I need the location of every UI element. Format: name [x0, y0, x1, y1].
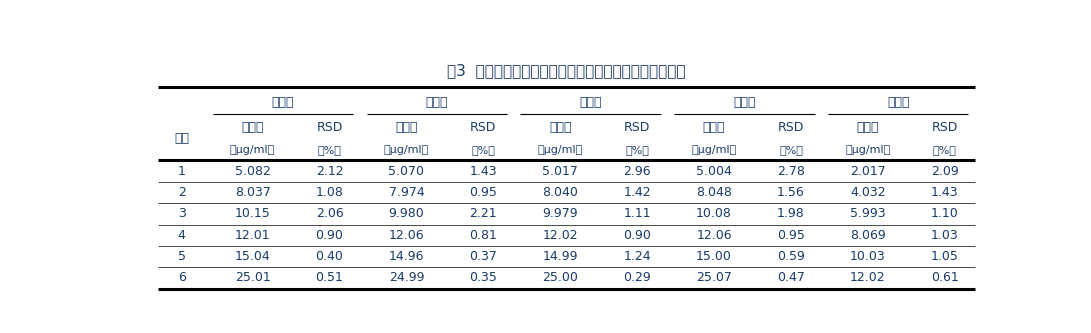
Text: 0.95: 0.95	[469, 186, 497, 199]
Text: （μg/ml）: （μg/ml）	[692, 145, 736, 155]
Text: 5.070: 5.070	[388, 165, 424, 178]
Text: 14.99: 14.99	[542, 250, 578, 263]
Text: RSD: RSD	[470, 121, 496, 134]
Text: 1.08: 1.08	[315, 186, 344, 199]
Text: 1: 1	[178, 165, 185, 178]
Text: 2.09: 2.09	[931, 165, 959, 178]
Text: 15.00: 15.00	[696, 250, 732, 263]
Text: 山梨酸: 山梨酸	[425, 96, 448, 109]
Text: 25.01: 25.01	[235, 271, 271, 284]
Text: 0.95: 0.95	[777, 229, 805, 242]
Text: 7.974: 7.974	[388, 186, 424, 199]
Text: 1.03: 1.03	[931, 229, 959, 242]
Text: 5.993: 5.993	[850, 207, 886, 220]
Text: 0.90: 0.90	[623, 229, 651, 242]
Text: 24.99: 24.99	[388, 271, 424, 284]
Text: 2.06: 2.06	[315, 207, 344, 220]
Text: 1.98: 1.98	[777, 207, 805, 220]
Text: 10.08: 10.08	[696, 207, 732, 220]
Text: （μg/ml）: （μg/ml）	[384, 145, 429, 155]
Text: 5: 5	[178, 250, 185, 263]
Text: 2.78: 2.78	[777, 165, 805, 178]
Text: 糖精钠: 糖精钠	[733, 96, 756, 109]
Text: 0.47: 0.47	[777, 271, 805, 284]
Text: 12.01: 12.01	[235, 229, 271, 242]
Text: （μg/ml）: （μg/ml）	[538, 145, 583, 155]
Text: 0.81: 0.81	[469, 229, 497, 242]
Text: 8.069: 8.069	[850, 229, 886, 242]
Text: 平均值: 平均值	[856, 121, 879, 134]
Text: 12.06: 12.06	[696, 229, 732, 242]
Text: 平均值: 平均值	[241, 121, 264, 134]
Text: 9.979: 9.979	[542, 207, 578, 220]
Text: 0.29: 0.29	[623, 271, 651, 284]
Text: 1.42: 1.42	[623, 186, 651, 199]
Text: RSD: RSD	[932, 121, 958, 134]
Text: 1.11: 1.11	[623, 207, 651, 220]
Text: 10.03: 10.03	[850, 250, 886, 263]
Text: 9.980: 9.980	[388, 207, 424, 220]
Text: 0.51: 0.51	[315, 271, 344, 284]
Text: 0.35: 0.35	[469, 271, 497, 284]
Text: （μg/ml）: （μg/ml）	[230, 145, 275, 155]
Text: 苯甲酸: 苯甲酸	[272, 96, 295, 109]
Text: 6: 6	[178, 271, 185, 284]
Text: 5.004: 5.004	[696, 165, 732, 178]
Text: 4.032: 4.032	[850, 186, 886, 199]
Text: 12.06: 12.06	[388, 229, 424, 242]
Text: （μg/ml）: （μg/ml）	[846, 145, 890, 155]
Text: 2.96: 2.96	[623, 165, 651, 178]
Text: 平均值: 平均值	[549, 121, 572, 134]
Text: （%）: （%）	[625, 145, 649, 155]
Text: 14.96: 14.96	[388, 250, 424, 263]
Text: 平均值: 平均值	[395, 121, 418, 134]
Text: （%）: （%）	[933, 145, 957, 155]
Text: （%）: （%）	[471, 145, 495, 155]
Text: RSD: RSD	[778, 121, 804, 134]
Text: 12.02: 12.02	[542, 229, 578, 242]
Text: （%）: （%）	[317, 145, 341, 155]
Text: 25.00: 25.00	[542, 271, 578, 284]
Text: RSD: RSD	[316, 121, 343, 134]
Text: 4: 4	[178, 229, 185, 242]
Text: 1.43: 1.43	[931, 186, 959, 199]
Text: 编号: 编号	[175, 132, 189, 145]
Text: 0.90: 0.90	[315, 229, 344, 242]
Text: 安赛蜜: 安赛蜜	[887, 96, 910, 109]
Text: 1.24: 1.24	[623, 250, 651, 263]
Text: 2.21: 2.21	[469, 207, 497, 220]
Text: 5.017: 5.017	[542, 165, 578, 178]
Text: 0.37: 0.37	[469, 250, 497, 263]
Text: 1.56: 1.56	[777, 186, 805, 199]
Text: 2.12: 2.12	[315, 165, 344, 178]
Text: 0.61: 0.61	[931, 271, 959, 284]
Text: 甜蜜素: 甜蜜素	[579, 96, 602, 109]
Text: 10.15: 10.15	[235, 207, 271, 220]
Text: RSD: RSD	[624, 121, 650, 134]
Text: 3: 3	[178, 207, 185, 220]
Text: 25.07: 25.07	[696, 271, 732, 284]
Text: 表3  苯甲酸、山梨酸、甜蜜素、糖精钠和安赛蜜精度试验: 表3 苯甲酸、山梨酸、甜蜜素、糖精钠和安赛蜜精度试验	[447, 63, 685, 78]
Text: 8.037: 8.037	[235, 186, 271, 199]
Text: 1.05: 1.05	[931, 250, 959, 263]
Text: 8.040: 8.040	[542, 186, 578, 199]
Text: 15.04: 15.04	[235, 250, 271, 263]
Text: 12.02: 12.02	[850, 271, 886, 284]
Text: 2.017: 2.017	[850, 165, 886, 178]
Text: （%）: （%）	[779, 145, 803, 155]
Text: 2: 2	[178, 186, 185, 199]
Text: 8.048: 8.048	[696, 186, 732, 199]
Text: 1.10: 1.10	[931, 207, 959, 220]
Text: 5.082: 5.082	[235, 165, 271, 178]
Text: 0.40: 0.40	[315, 250, 344, 263]
Text: 1.43: 1.43	[469, 165, 497, 178]
Text: 平均值: 平均值	[703, 121, 726, 134]
Text: 0.59: 0.59	[777, 250, 805, 263]
